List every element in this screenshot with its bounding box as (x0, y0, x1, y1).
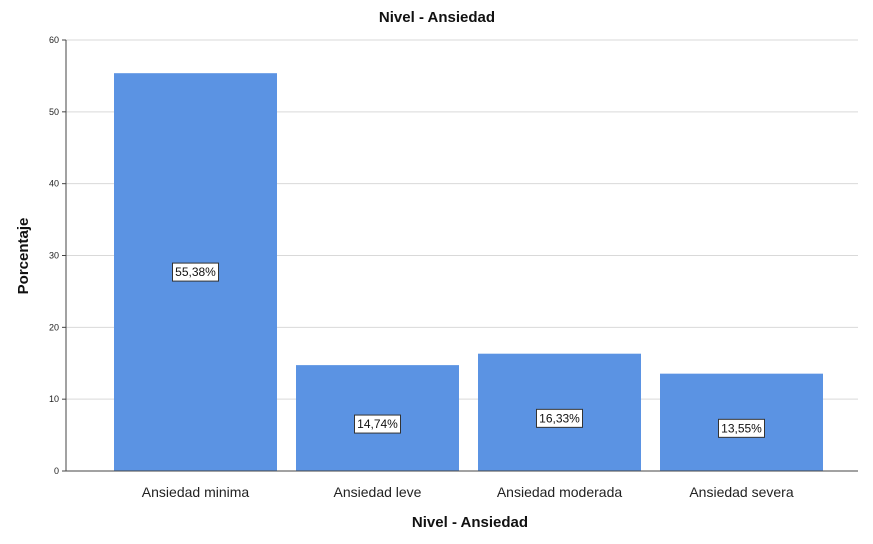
data-label-box (354, 414, 401, 434)
y-tick-label: 50 (49, 107, 59, 117)
data-label: 14,74% (357, 417, 398, 431)
data-label: 13,55% (721, 421, 762, 435)
y-tick-label: 30 (49, 251, 59, 261)
x-tick-label: Ansiedad leve (334, 484, 422, 500)
x-tick-label: Ansiedad moderada (497, 484, 623, 500)
data-label-box (536, 408, 583, 428)
y-tick-label: 0 (54, 466, 59, 476)
data-label-box (172, 262, 219, 282)
y-tick-label: 40 (49, 179, 59, 189)
x-tick-label: Ansiedad minima (142, 484, 250, 500)
y-tick-label: 10 (49, 394, 59, 404)
y-tick-label: 20 (49, 322, 59, 332)
bars-layer: 55,38% 14,74% 16,33% 13,55% (114, 73, 823, 471)
y-axis-title: Porcentaje (15, 218, 32, 295)
chart-title: Nivel - Ansiedad (379, 9, 495, 26)
axes-layer: 0 10 20 30 40 50 60 Ansiedad minima Ansiedad lev… (49, 35, 858, 500)
y-tick-label: 60 (49, 35, 59, 45)
data-label-box (718, 418, 765, 438)
data-label: 16,33% (539, 411, 580, 425)
data-label: 55,38% (175, 265, 216, 279)
x-axis-title: Nivel - Ansiedad (412, 514, 528, 531)
x-tick-label: Ansiedad severa (689, 484, 794, 500)
